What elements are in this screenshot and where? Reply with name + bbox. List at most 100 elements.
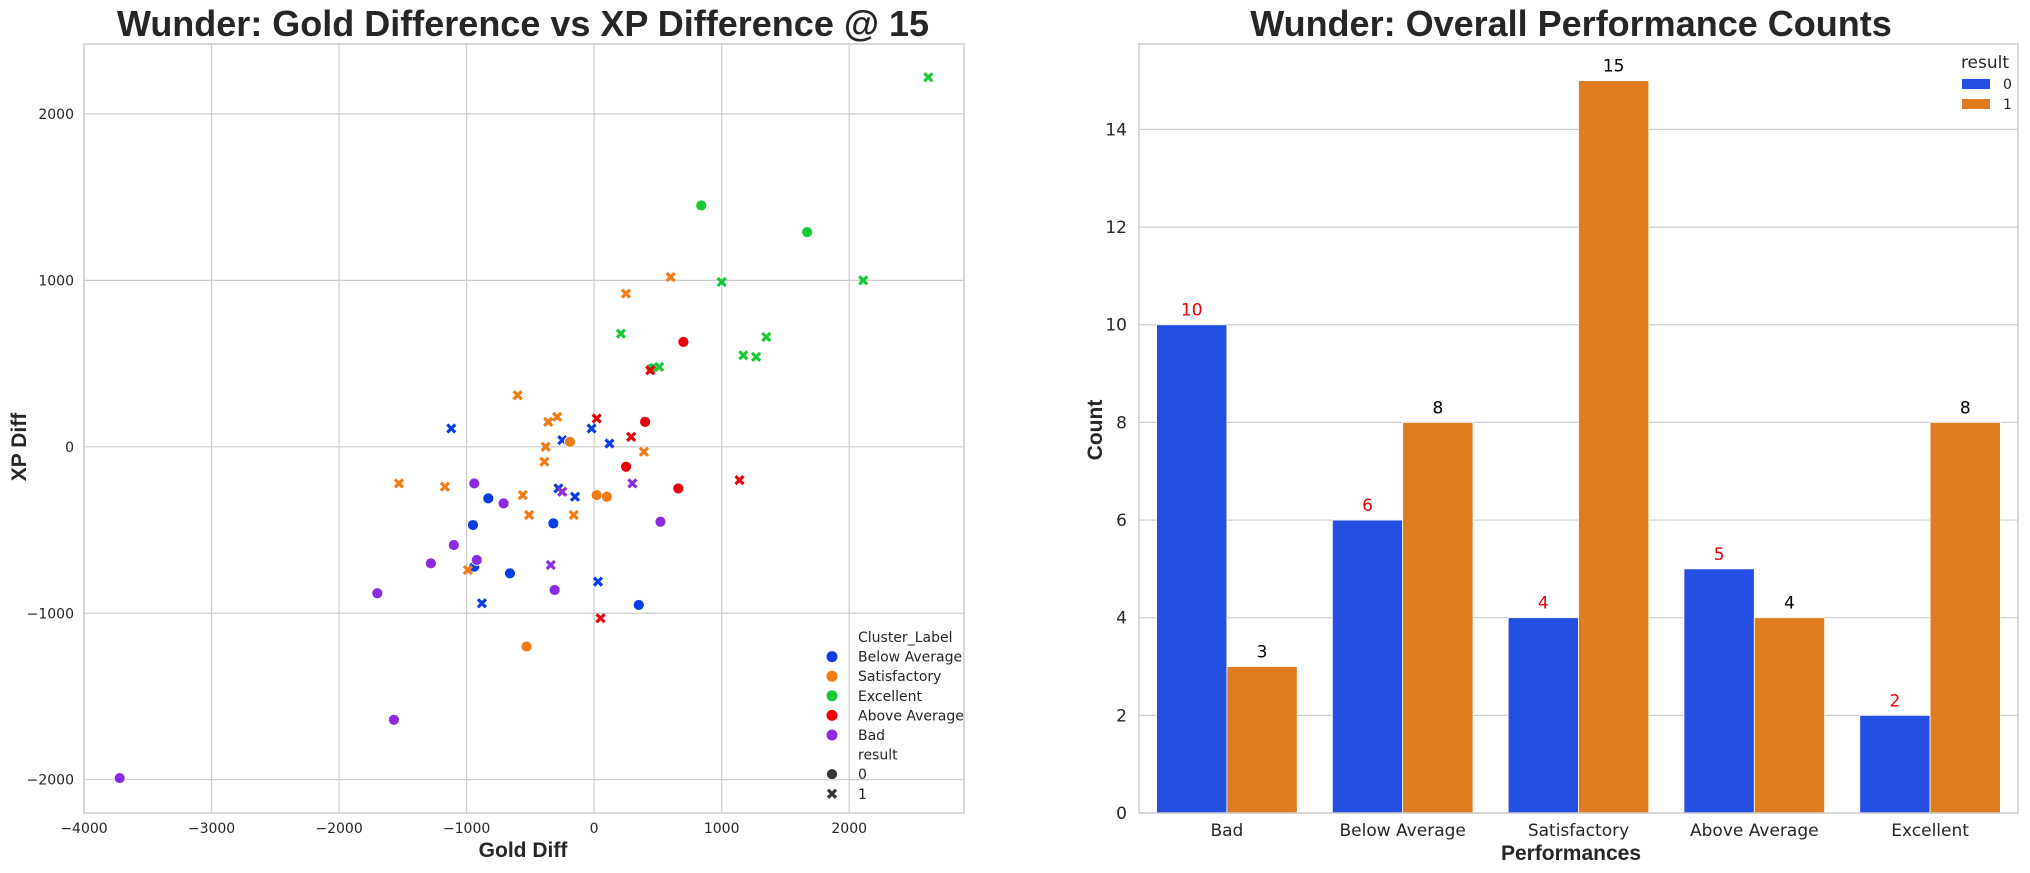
scatter-x-tick-label: −1000 (443, 821, 490, 837)
scatter-point-circle (424, 557, 437, 570)
bar-y-tick-label: 4 (1116, 609, 1127, 629)
bar-y-tick-label: 6 (1116, 511, 1127, 531)
bar-legend-swatch (1962, 99, 1990, 109)
scatter-legend-label: Excellent (858, 689, 922, 705)
scatter-y-ticks: −2000 −1000 0 1000 2000 (27, 107, 74, 789)
bar-x-tick-label: Bad (1210, 821, 1243, 841)
scatter-point-circle (388, 713, 400, 726)
bar-y-tick-label: 12 (1105, 218, 1127, 238)
bar-data-label: 4 (1538, 594, 1549, 614)
scatter-point-x (557, 486, 568, 497)
scatter-point-x (858, 275, 869, 286)
scatter-point-x (545, 559, 556, 571)
scatter-point-x (512, 390, 523, 401)
bar-data-label: 4 (1784, 594, 1795, 614)
scatter-point-circle (497, 497, 510, 510)
scatter-point-x (568, 509, 579, 521)
scatter-point-x (665, 271, 676, 283)
scatter-point-x (654, 361, 665, 373)
bar-data-label: 10 (1181, 301, 1203, 321)
scatter-legend-marker (826, 729, 838, 741)
scatter-point-x (826, 788, 838, 799)
scatter-point-x (476, 598, 488, 609)
bar-x-tick-label: Satisfactory (1528, 821, 1629, 841)
scatter-y-tick-label: −1000 (27, 606, 74, 622)
scatter-point-x (761, 331, 772, 343)
bar-plot-frame (1138, 43, 2019, 814)
scatter-point-x (625, 431, 637, 442)
scatter-legend-marker (826, 690, 838, 702)
bar-data-labels: 10 3 6 8 4 15 5 4 2 8 (1181, 57, 1971, 712)
scatter-point-circle (620, 460, 632, 473)
scatter-point-x (393, 478, 405, 489)
scatter-x-tick-label: 1000 (704, 821, 740, 837)
scatter-point-circle (504, 567, 516, 580)
scatter-point-x (569, 491, 581, 502)
scatter-legend-style-title: result (858, 748, 898, 764)
scatter-point-x (734, 474, 745, 486)
bar-y-tick-label: 0 (1116, 804, 1127, 824)
bar (1402, 421, 1474, 814)
scatter-point-x (627, 478, 638, 489)
bar (1578, 80, 1650, 814)
scatter-title: Wunder: Gold Difference vs XP Difference… (117, 3, 929, 44)
scatter-point-x (586, 423, 597, 434)
bar (1859, 714, 1931, 814)
bar (1331, 519, 1404, 814)
scatter-point-circle (639, 415, 652, 428)
scatter-point-x (923, 72, 934, 83)
scatter-point-circle (468, 477, 481, 490)
scatter-y-tick-label: 0 (65, 440, 74, 456)
bar-data-label: 8 (1432, 398, 1443, 418)
scatter-point-x (540, 441, 551, 452)
bar (1929, 421, 2001, 814)
scatter-legend-label: 1 (858, 787, 867, 803)
scatter-point-x (595, 613, 606, 624)
bar-y-axis-label: Count (1084, 400, 1107, 461)
scatter-point-x (517, 489, 528, 501)
scatter-x-tick-label: −4000 (60, 821, 107, 837)
scatter-point-circle (548, 584, 561, 596)
scatter-point-circle (520, 640, 533, 653)
scatter-chart: Wunder: Gold Difference vs XP Difference… (8, 3, 965, 862)
scatter-x-tick-label: 0 (590, 821, 599, 837)
scatter-grid (83, 44, 964, 813)
scatter-plot-frame (83, 43, 965, 814)
scatter-point-x (446, 423, 457, 434)
scatter-point-x (615, 328, 627, 339)
scatter-point-circle (632, 599, 645, 611)
scatter-legend-label: 0 (858, 767, 867, 783)
scatter-point-x (620, 288, 632, 299)
scatter-point-x (645, 365, 656, 376)
scatter-legend-marker (826, 651, 838, 663)
scatter-point-circle (564, 435, 576, 448)
scatter-point-circle (677, 336, 690, 348)
scatter-point-x (462, 564, 474, 576)
bar-legend: result 0 1 (1961, 53, 2012, 113)
bar-x-tick-label: Below Average (1340, 821, 1466, 841)
scatter-point-x (738, 350, 749, 361)
scatter-point-x (523, 509, 535, 521)
scatter-legend-label: Bad (858, 728, 885, 744)
scatter-point-x (592, 576, 604, 587)
scatter-point-circle (371, 587, 384, 600)
scatter-y-tick-label: −2000 (27, 773, 74, 789)
bar-y-tick-label: 14 (1105, 120, 1127, 140)
bar-title: Wunder: Overall Performance Counts (1250, 3, 1891, 44)
scatter-legend-marker (826, 670, 838, 682)
bar-data-label: 2 (1890, 691, 1901, 711)
bar-y-tick-label: 2 (1116, 706, 1127, 726)
scatter-legend-label: Below Average (858, 650, 962, 666)
scatter-x-tick-label: −2000 (315, 821, 362, 837)
scatter-point-circle (600, 490, 613, 503)
scatter-x-tick-label: −3000 (188, 821, 235, 837)
scatter-y-tick-label: 1000 (38, 273, 74, 289)
scatter-x-tick-label: 2000 (831, 821, 867, 837)
scatter-point-circle (654, 515, 667, 528)
scatter-point-x (604, 438, 615, 449)
bar-y-tick-label: 8 (1116, 413, 1127, 433)
scatter-y-tick-label: 2000 (38, 107, 74, 123)
scatter-x-ticks: −4000 −3000 −2000 −1000 0 1000 2000 (60, 821, 867, 837)
scatter-x-axis-label: Gold Diff (479, 839, 569, 862)
